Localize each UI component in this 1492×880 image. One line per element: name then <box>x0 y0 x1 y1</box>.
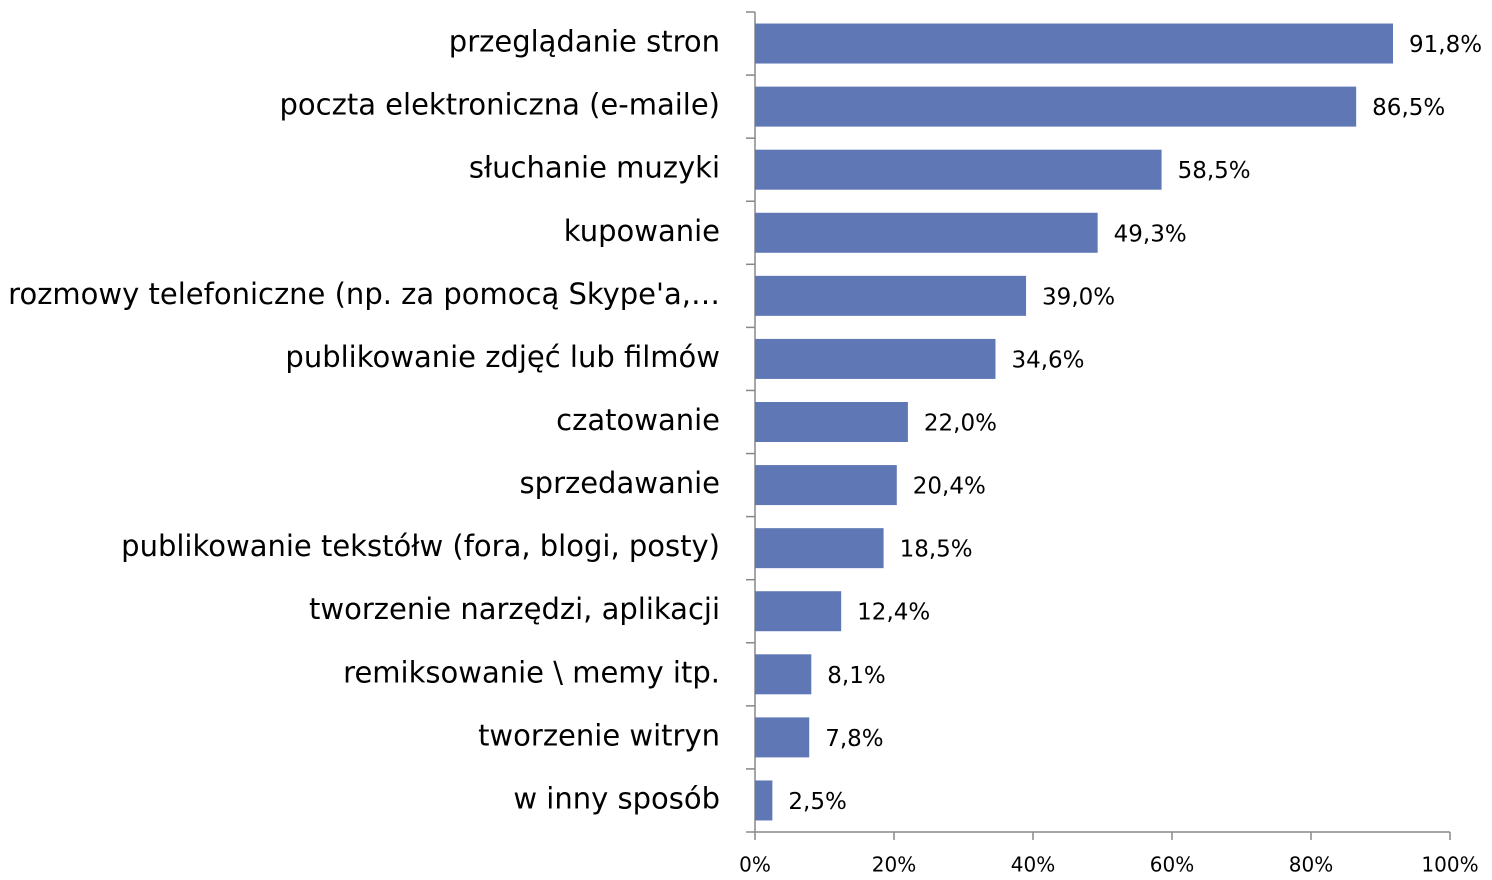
bar <box>755 23 1394 64</box>
value-label: 22,0% <box>924 411 997 437</box>
category-label: słuchanie muzyki <box>469 151 720 185</box>
category-label: w inny sposób <box>513 781 720 815</box>
bar <box>755 86 1357 127</box>
value-label: 86,5% <box>1372 95 1445 121</box>
value-label: 7,8% <box>825 726 883 752</box>
category-label: tworzenie witryn <box>478 718 720 752</box>
category-label: tworzenie narzędzi, aplikacji <box>309 592 720 626</box>
category-label: czatowanie <box>556 403 720 437</box>
x-tick-label: 0% <box>739 853 771 877</box>
bar <box>755 402 908 442</box>
bar <box>755 212 1098 253</box>
x-tick-label: 60% <box>1150 853 1194 877</box>
category-label: kupowanie <box>564 214 720 248</box>
x-tick-label: 20% <box>872 853 916 877</box>
value-label: 20,4% <box>913 474 986 500</box>
value-label: 2,5% <box>788 789 846 815</box>
x-tick-label: 40% <box>1011 853 1055 877</box>
bar <box>755 654 812 695</box>
bar <box>755 591 842 632</box>
value-label: 18,5% <box>900 537 973 563</box>
bar <box>755 149 1162 190</box>
value-label: 34,6% <box>1011 347 1084 373</box>
category-label: remiksowanie \ memy itp. <box>343 655 720 689</box>
category-label: sprzedawanie <box>520 466 720 500</box>
value-label: 58,5% <box>1178 158 1251 184</box>
value-label: 12,4% <box>857 600 930 626</box>
category-label: publikowanie tekstółw (fora, blogi, post… <box>121 529 720 563</box>
x-tick-label: 80% <box>1289 853 1333 877</box>
category-label: poczta elektroniczna (e-maile) <box>280 88 721 122</box>
bar <box>755 338 996 379</box>
value-label: 91,8% <box>1409 32 1482 58</box>
bar <box>755 528 884 569</box>
bar <box>755 717 810 758</box>
x-tick-label: 100% <box>1421 853 1478 877</box>
bar <box>755 275 1027 316</box>
category-label: publikowanie zdjęć lub filmów <box>285 340 720 374</box>
value-label: 49,3% <box>1114 221 1187 247</box>
bar <box>755 465 897 506</box>
category-label: przeglądanie stron <box>449 25 720 59</box>
value-label: 8,1% <box>827 663 885 689</box>
bar <box>755 780 773 821</box>
value-label: 39,0% <box>1042 284 1115 310</box>
category-label: rozmowy telefoniczne (np. za pomocą Skyp… <box>8 277 720 311</box>
